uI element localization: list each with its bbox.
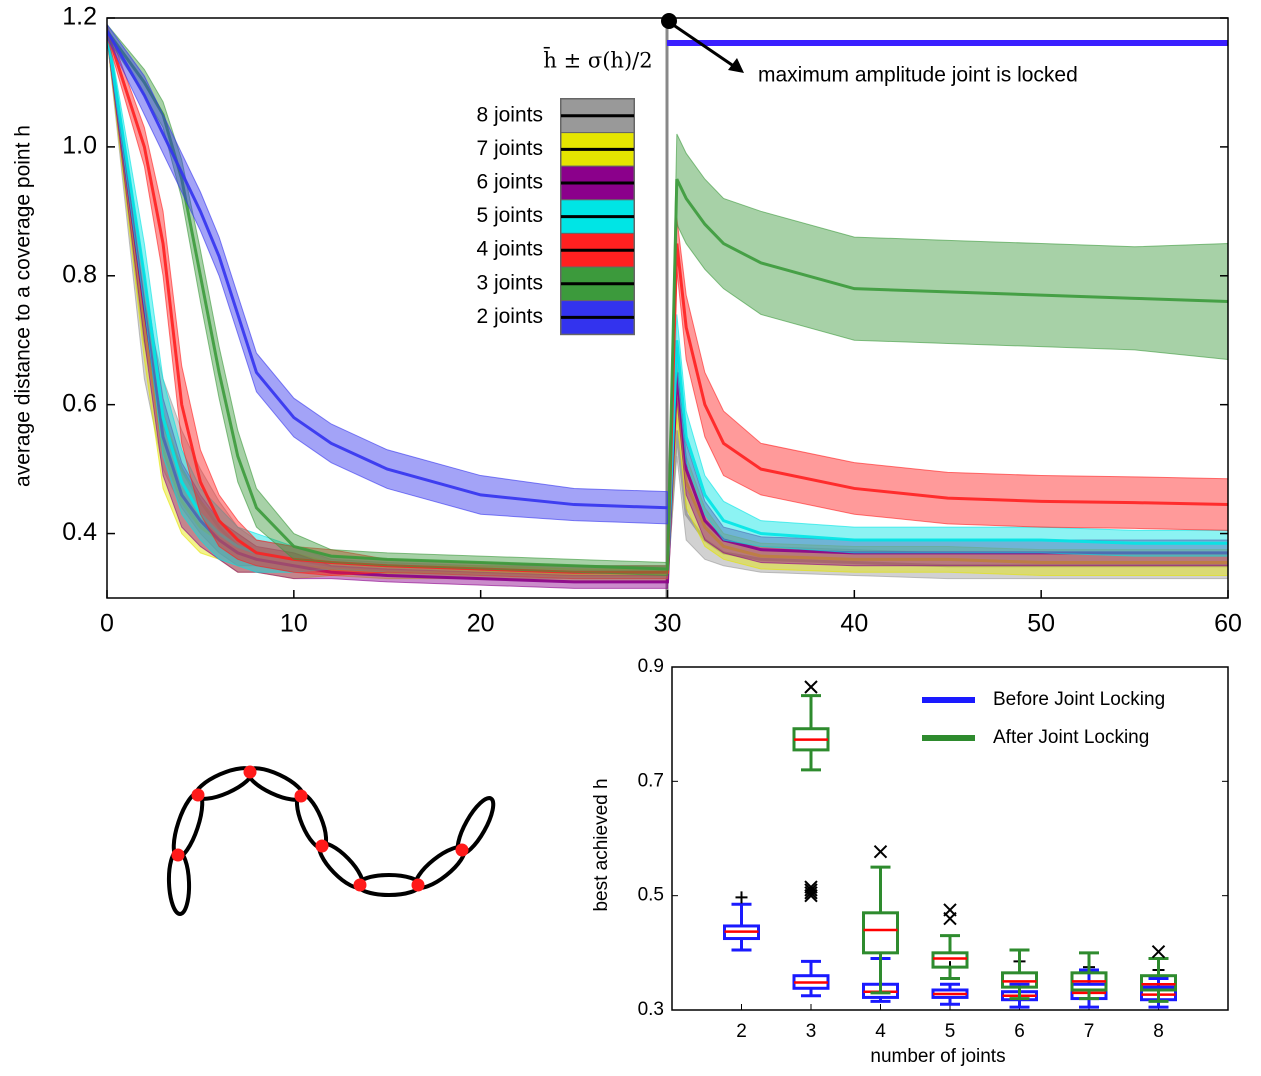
y-tick-label: 1.2 [62,3,97,31]
flier [943,911,957,926]
box [1140,974,1177,992]
flier [804,886,818,900]
x-tick-label: 50 [1027,610,1055,638]
legend-label: 7 joints [476,137,543,160]
x-tick-label: 5 [945,1021,956,1042]
x-tick-label: 60 [1214,610,1242,638]
x-tick-label: 30 [654,610,682,638]
legend-title: h̄ ± σ(h)/2 [543,47,653,73]
arrow-head [728,58,744,73]
flier [804,680,818,694]
joint [411,878,425,892]
x-axis-label: number of joints [870,1046,1005,1067]
y-tick-label: 0.5 [638,885,664,906]
flier [873,844,888,859]
x-tick-label: 40 [840,610,868,638]
mean-line [107,30,668,510]
plot [107,23,1228,589]
snake-robot [166,765,496,916]
legend-label: 8 joints [476,103,543,126]
y-tick-label: 0.4 [62,518,97,546]
y-tick-label: 0.3 [638,999,664,1020]
link [356,873,422,897]
flier [804,883,818,897]
legend-label: 2 joints [476,305,543,328]
box [1001,971,1038,989]
box [931,951,969,969]
legend-label: 4 joints [476,238,543,261]
y-axis-label: average distance to a coverage point h [12,125,35,487]
x-tick-label: 4 [875,1021,886,1042]
joint [455,843,469,857]
joint [171,848,185,862]
joint [353,878,367,892]
lock-point [661,13,677,29]
joint [315,839,329,853]
flier [735,891,748,904]
joint [294,789,308,803]
legend-label: 5 joints [476,204,543,227]
y-tick-label: 0.8 [62,260,97,288]
flier [804,888,818,903]
y-axis-label: best achieved h [591,778,612,911]
band [107,23,668,525]
legend-label: Before Joint Locking [993,689,1165,710]
box [862,911,899,955]
legend-label: 3 joints [476,271,543,294]
annotation: maximum amplitude joint is locked [758,64,1078,87]
joint [191,788,205,802]
band [107,23,1228,576]
x-tick-label: 2 [736,1021,747,1042]
x-tick-label: 7 [1084,1021,1095,1042]
mean-line [107,30,1228,571]
y-tick-label: 0.6 [62,389,97,417]
legend-label: 6 joints [476,171,543,194]
x-tick-label: 0 [100,610,114,638]
y-tick-label: 0.9 [638,656,664,677]
x-tick-label: 3 [806,1021,817,1042]
y-tick-label: 0.7 [638,770,664,791]
x-tick-label: 20 [467,610,495,638]
y-tick-label: 1.0 [62,131,97,159]
x-tick-label: 8 [1153,1021,1164,1042]
legend-label: After Joint Locking [993,727,1149,748]
flier [1151,944,1166,959]
joint [243,765,257,779]
x-tick-label: 6 [1014,1021,1025,1042]
x-tick-label: 10 [280,610,308,638]
annotation-arrow [668,20,739,71]
